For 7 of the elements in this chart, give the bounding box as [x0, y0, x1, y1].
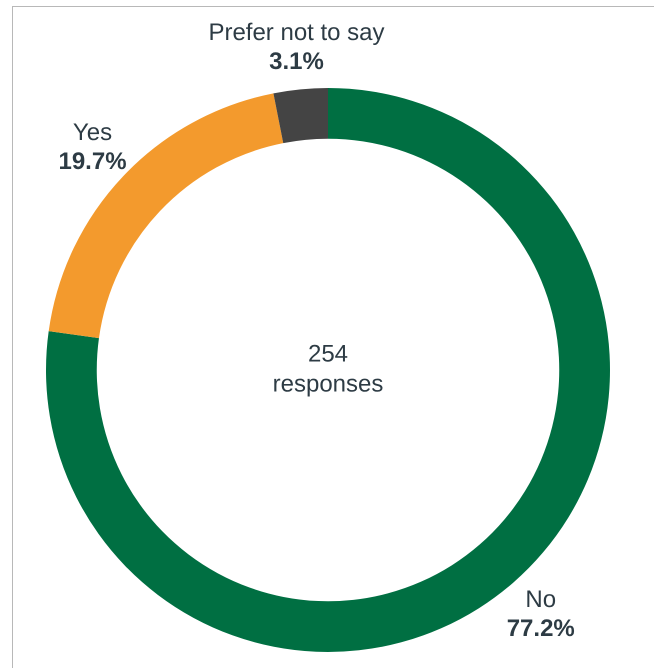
slice-label: Prefer not to say — [208, 19, 385, 46]
data-label: 19.7% — [58, 148, 127, 176]
data-label: 3.1% — [269, 48, 324, 76]
slice-label: Yes — [72, 119, 112, 146]
slice-label: No — [525, 586, 556, 613]
data-label: 77.2% — [506, 615, 575, 642]
text: 254 responses — [272, 340, 384, 398]
